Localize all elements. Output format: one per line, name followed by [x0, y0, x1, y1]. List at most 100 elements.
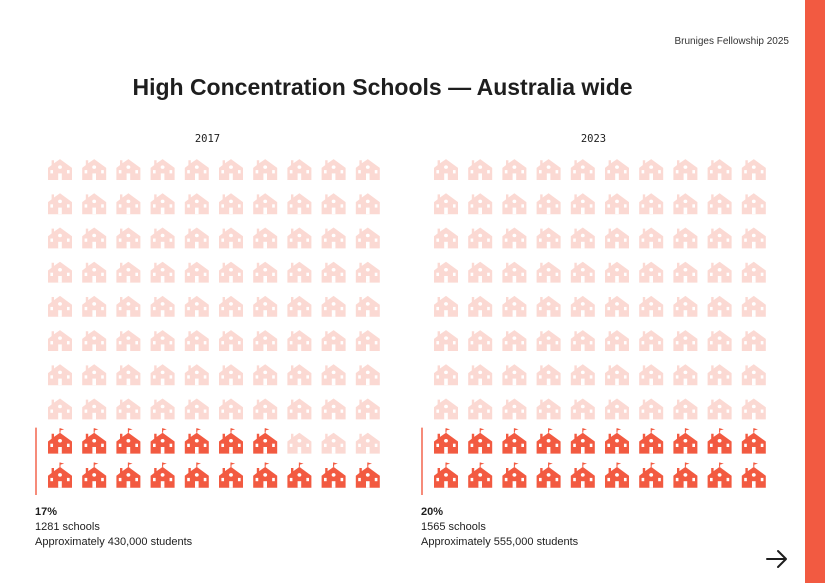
school-icon-empty: [707, 159, 732, 180]
school-icon-empty: [253, 193, 278, 215]
school-icon-empty: [48, 398, 72, 420]
school-icon-empty: [184, 227, 209, 249]
school-icon-empty: [321, 159, 346, 180]
stats-2017: 17% 1281 schools Approximately 430,000 s…: [35, 505, 335, 550]
school-icon-empty: [287, 330, 312, 351]
school-icon-empty: [253, 398, 278, 420]
school-icon-empty: [536, 330, 561, 351]
school-icon-empty: [355, 398, 380, 420]
school-icon-empty: [150, 261, 175, 283]
school-icon-empty: [321, 295, 346, 317]
arrow-right-icon[interactable]: [764, 546, 790, 572]
school-icon-empty: [639, 330, 664, 351]
school-icon-empty: [82, 193, 107, 215]
school-icon-empty: [219, 193, 243, 215]
school-icon-filled: [536, 462, 561, 488]
school-icon-empty: [673, 330, 698, 351]
school-icon-empty: [741, 398, 766, 420]
school-icon-empty: [468, 398, 493, 420]
chart-2017: 2017: [35, 130, 380, 495]
school-icon-filled: [639, 428, 664, 454]
percent-label: 20%: [421, 506, 444, 518]
header-tag: Bruniges Fellowship 2025: [674, 36, 789, 47]
school-icon-filled: [570, 428, 595, 454]
school-icon-filled: [82, 462, 107, 488]
school-icon-empty: [82, 295, 107, 317]
school-icon-empty: [150, 193, 175, 215]
school-icon-empty: [707, 261, 732, 283]
school-icon-empty: [48, 261, 72, 283]
school-icon-empty: [639, 261, 664, 283]
school-icon-empty: [468, 159, 493, 180]
school-icon-empty: [116, 159, 141, 180]
school-icon-empty: [707, 330, 732, 351]
waffle-svg-2023: [421, 159, 766, 495]
waffle-axis: [35, 427, 37, 495]
school-icon-empty: [707, 364, 732, 386]
school-icon-empty: [116, 330, 141, 351]
school-icon-empty: [219, 398, 243, 420]
school-icon-empty: [536, 227, 561, 249]
school-icon-empty: [355, 330, 380, 351]
school-icon-filled: [605, 462, 629, 488]
schools-label: 1281 schools: [35, 521, 100, 533]
school-icon-filled: [219, 428, 243, 454]
school-icon-empty: [116, 295, 141, 317]
school-icon-empty: [82, 330, 107, 351]
school-icon-empty: [287, 261, 312, 283]
school-icon-empty: [287, 432, 312, 454]
school-icon-filled: [707, 462, 732, 488]
school-icon-empty: [434, 330, 458, 351]
school-icon-empty: [253, 330, 278, 351]
school-icon-empty: [321, 227, 346, 249]
school-icon-empty: [150, 227, 175, 249]
school-icon-empty: [82, 398, 107, 420]
school-icon-empty: [116, 261, 141, 283]
school-icon-empty: [741, 330, 766, 351]
school-icon-empty: [434, 193, 458, 215]
school-icon-filled: [741, 428, 766, 454]
school-icon-empty: [536, 193, 561, 215]
school-icon-empty: [48, 330, 72, 351]
school-icon-empty: [355, 159, 380, 180]
school-icon-empty: [287, 295, 312, 317]
page-title: High Concentration Schools — Australia w…: [132, 74, 633, 100]
school-icon-empty: [184, 261, 209, 283]
school-icon-filled: [219, 462, 243, 488]
school-icon-empty: [468, 295, 493, 317]
school-icon-empty: [434, 261, 458, 283]
school-icon-filled: [570, 462, 595, 488]
school-icon-filled: [741, 462, 766, 488]
school-icon-empty: [184, 330, 209, 351]
school-icon-empty: [434, 364, 458, 386]
school-icon-empty: [741, 364, 766, 386]
school-icon-empty: [673, 159, 698, 180]
school-icon-empty: [741, 193, 766, 215]
school-icon-filled: [253, 428, 278, 454]
school-icon-empty: [673, 295, 698, 317]
school-icon-filled: [48, 462, 72, 488]
school-icon-empty: [321, 330, 346, 351]
school-icon-filled: [502, 428, 527, 454]
icon-grid-2023: [421, 150, 766, 495]
school-icon-filled: [253, 462, 278, 488]
school-icon-empty: [639, 398, 664, 420]
school-icon-empty: [570, 398, 595, 420]
school-icon-empty: [536, 295, 561, 317]
chart-2023: 2023: [421, 130, 766, 495]
school-icon-empty: [639, 227, 664, 249]
stats-2023: 20% 1565 schools Approximately 555,000 s…: [421, 505, 721, 550]
school-icon-empty: [184, 159, 209, 180]
school-icon-empty: [468, 364, 493, 386]
school-icon-empty: [287, 193, 312, 215]
school-icon-filled: [502, 462, 527, 488]
school-icon-empty: [605, 193, 629, 215]
school-icon-filled: [355, 462, 380, 488]
school-icon-empty: [82, 364, 107, 386]
school-icon-empty: [150, 364, 175, 386]
school-icon-empty: [48, 193, 72, 215]
school-icon-empty: [82, 159, 107, 180]
school-icon-empty: [48, 295, 72, 317]
school-icon-empty: [673, 364, 698, 386]
school-icon-empty: [570, 193, 595, 215]
